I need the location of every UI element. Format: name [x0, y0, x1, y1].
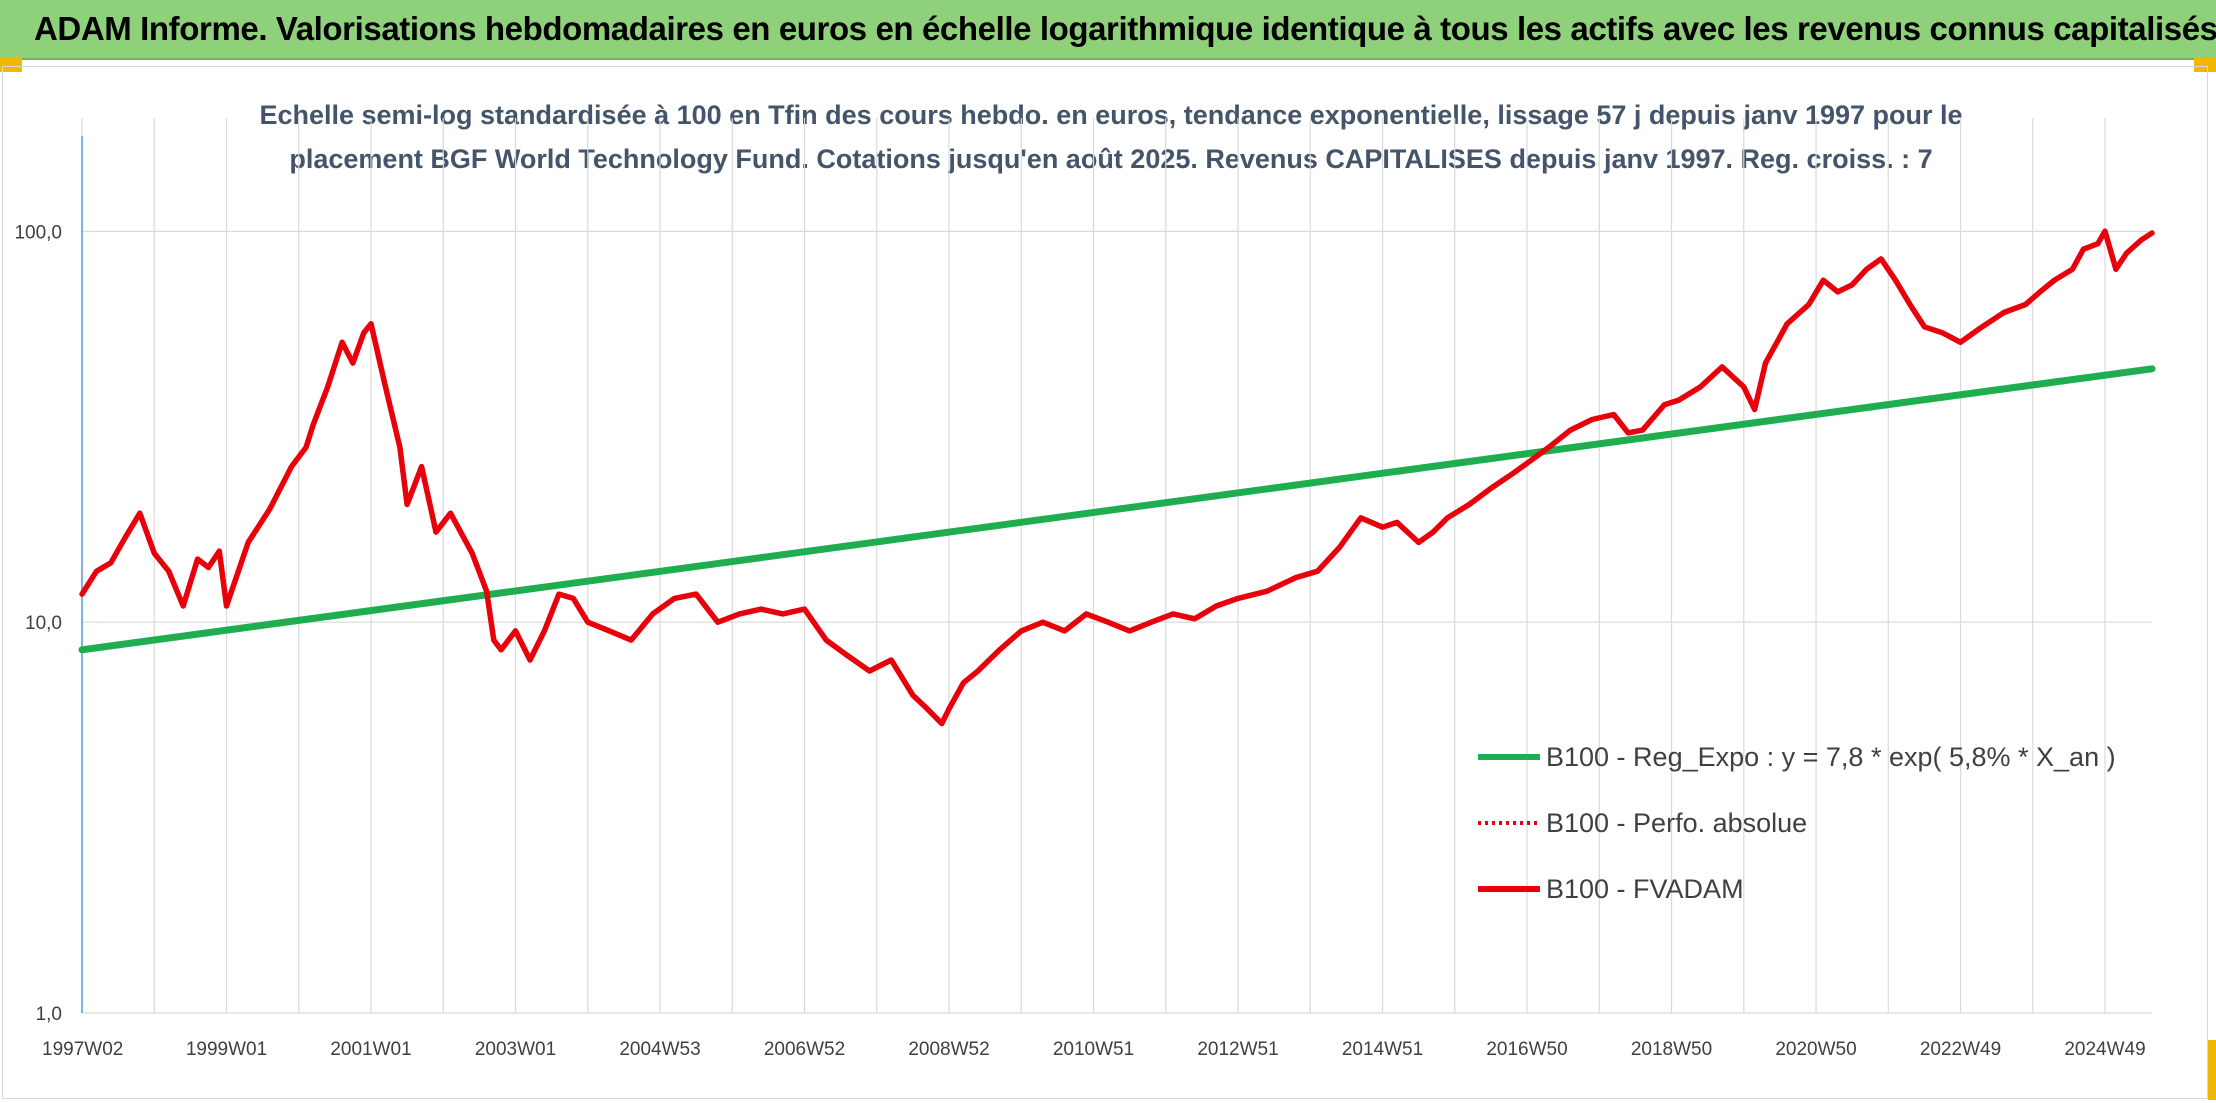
horizontal-gridlines: [82, 230, 2152, 1014]
legend-label: B100 - Reg_Expo : y = 7,8 * exp( 5,8% * …: [1546, 742, 2116, 772]
x-tick-label: 2012W51: [1197, 1039, 1278, 1060]
chart-title-line-2: placement BGF World Technology Fund. Cot…: [289, 144, 1932, 174]
corner-marker-right: [2194, 58, 2216, 72]
x-tick-label: 2024W49: [2064, 1039, 2145, 1060]
x-tick-label: 2006W52: [764, 1039, 845, 1060]
x-tick-label: 2020W50: [1775, 1039, 1856, 1060]
x-tick-label: 2008W52: [908, 1039, 989, 1060]
legend-label: B100 - Perfo. absolue: [1546, 808, 1807, 838]
x-tick-label: 2003W01: [475, 1039, 556, 1060]
series-line-fvadam: [79, 228, 2155, 727]
corner-marker-bottom-right: [2208, 1040, 2216, 1100]
x-tick-label: 1997W02: [42, 1039, 123, 1060]
y-tick-label: 1,0: [36, 1004, 62, 1025]
chart-frame: [2, 66, 2208, 1099]
corner-marker-left: [0, 58, 22, 72]
legend-label: B100 - FVADAM: [1546, 874, 1744, 904]
x-tick-label: 2004W53: [619, 1039, 700, 1060]
series-line-regression: [78, 365, 2156, 654]
chart-title-line-1: Echelle semi-log standardisée à 100 en T…: [259, 100, 1962, 130]
chart-title: Echelle semi-log standardisée à 100 en T…: [259, 100, 1962, 174]
series-layer: [78, 228, 2156, 727]
x-tick-label: 2001W01: [330, 1039, 411, 1060]
x-tick-label: 2016W50: [1486, 1039, 1567, 1060]
vertical-gridlines: [81, 118, 2106, 1013]
banner: ADAM Informe. Valorisations hebdomadaire…: [0, 0, 2216, 60]
x-tick-label: 2022W49: [1920, 1039, 2001, 1060]
x-tick-label: 1999W01: [186, 1039, 267, 1060]
legend: B100 - Reg_Expo : y = 7,8 * exp( 5,8% * …: [1478, 742, 2116, 904]
y-tick-label: 100,0: [14, 222, 62, 243]
x-tick-label: 2014W51: [1342, 1039, 1423, 1060]
y-tick-label: 10,0: [25, 613, 62, 634]
x-tick-label: 2018W50: [1631, 1039, 1712, 1060]
banner-title: ADAM Informe. Valorisations hebdomadaire…: [34, 10, 2216, 47]
x-tick-labels: 1997W02 1999W01 2001W01 2003W01 2004W53 2006W…: [42, 1039, 2146, 1060]
x-tick-label: 2010W51: [1053, 1039, 1134, 1060]
y-tick-labels: 1,0 10,0 100,0: [14, 222, 62, 1025]
